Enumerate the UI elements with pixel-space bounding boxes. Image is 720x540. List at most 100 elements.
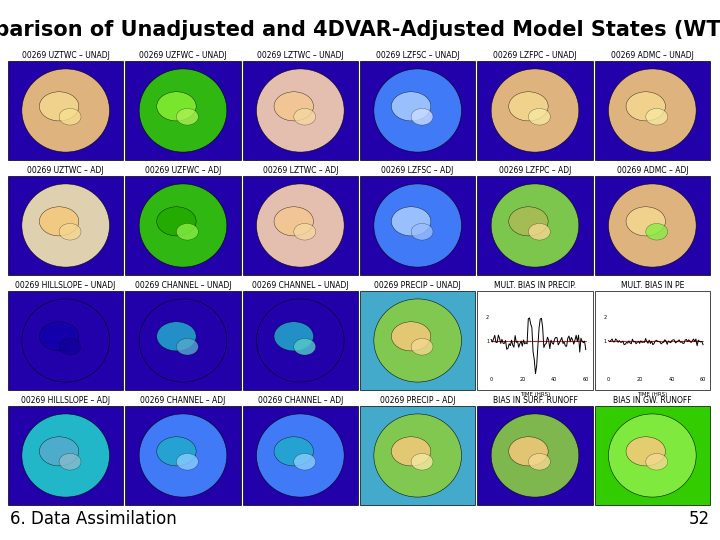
Ellipse shape (411, 454, 433, 470)
Text: 20: 20 (637, 377, 643, 382)
Text: 0: 0 (490, 377, 492, 382)
Ellipse shape (139, 414, 227, 497)
Ellipse shape (40, 322, 78, 351)
Ellipse shape (491, 414, 579, 497)
Text: 00269 LZTWC – UNADJ: 00269 LZTWC – UNADJ (257, 51, 343, 60)
Ellipse shape (392, 207, 431, 236)
Ellipse shape (374, 184, 462, 267)
Ellipse shape (294, 339, 315, 355)
Bar (477, 61, 593, 160)
Text: 00269 LZFPC – UNADJ: 00269 LZFPC – UNADJ (493, 51, 577, 60)
Ellipse shape (646, 109, 667, 125)
Ellipse shape (139, 69, 227, 152)
Ellipse shape (626, 437, 665, 466)
Ellipse shape (528, 454, 550, 470)
Text: TIME (HRS): TIME (HRS) (637, 392, 667, 397)
Ellipse shape (59, 454, 81, 470)
Bar (595, 61, 710, 160)
Text: BIAS IN SURF. RUNOFF: BIAS IN SURF. RUNOFF (492, 396, 577, 405)
Ellipse shape (392, 322, 431, 351)
Bar (243, 406, 358, 505)
Ellipse shape (509, 92, 548, 121)
Text: 00269 UZTWC – UNADJ: 00269 UZTWC – UNADJ (22, 51, 109, 60)
Bar (360, 176, 475, 275)
Ellipse shape (392, 437, 431, 466)
Bar (360, 406, 475, 505)
Ellipse shape (491, 69, 579, 152)
Text: TIME (HRS): TIME (HRS) (520, 392, 550, 397)
Text: 00269 PRECIP – UNADJ: 00269 PRECIP – UNADJ (374, 281, 461, 290)
Ellipse shape (22, 184, 109, 267)
Ellipse shape (294, 224, 315, 240)
Text: 00269 HILLSLOPE – ADJ: 00269 HILLSLOPE – ADJ (21, 396, 110, 405)
Bar (595, 291, 710, 390)
Bar (243, 176, 358, 275)
Ellipse shape (256, 299, 344, 382)
Ellipse shape (608, 414, 696, 497)
Text: 2: 2 (486, 315, 489, 320)
Bar (8, 406, 123, 505)
Bar (125, 291, 240, 390)
Ellipse shape (157, 207, 196, 236)
Bar (8, 176, 123, 275)
Ellipse shape (411, 224, 433, 240)
Text: 00269 LZFPC – ADJ: 00269 LZFPC – ADJ (499, 166, 571, 175)
Bar (125, 176, 240, 275)
Text: MULT. BIAS IN PE: MULT. BIAS IN PE (621, 281, 684, 290)
Ellipse shape (176, 109, 198, 125)
Ellipse shape (22, 69, 109, 152)
Text: 00269 CHANNEL – UNADJ: 00269 CHANNEL – UNADJ (252, 281, 348, 290)
Ellipse shape (646, 454, 667, 470)
Text: 00269 CHANNEL – ADJ: 00269 CHANNEL – ADJ (140, 396, 225, 405)
Text: 6. Data Assimilation: 6. Data Assimilation (10, 510, 176, 528)
Bar (360, 291, 475, 390)
Ellipse shape (274, 437, 313, 466)
Ellipse shape (274, 207, 313, 236)
Ellipse shape (59, 109, 81, 125)
Ellipse shape (392, 92, 431, 121)
Ellipse shape (528, 224, 550, 240)
Ellipse shape (40, 207, 78, 236)
Ellipse shape (139, 184, 227, 267)
Bar (8, 61, 123, 160)
Ellipse shape (274, 322, 313, 351)
Ellipse shape (294, 454, 315, 470)
Ellipse shape (256, 69, 344, 152)
Text: 00269 ADMC – UNADJ: 00269 ADMC – UNADJ (611, 51, 694, 60)
Ellipse shape (491, 184, 579, 267)
Text: 60: 60 (700, 377, 706, 382)
Ellipse shape (509, 437, 548, 466)
Ellipse shape (256, 414, 344, 497)
Ellipse shape (528, 109, 550, 125)
Bar (125, 406, 240, 505)
Ellipse shape (294, 109, 315, 125)
Ellipse shape (22, 414, 109, 497)
Ellipse shape (59, 224, 81, 240)
Text: 1: 1 (603, 339, 606, 344)
Ellipse shape (646, 224, 667, 240)
Text: 1: 1 (486, 339, 489, 344)
Ellipse shape (411, 339, 433, 355)
Text: 00269 LZFSC – UNADJ: 00269 LZFSC – UNADJ (376, 51, 459, 60)
Ellipse shape (176, 224, 198, 240)
Text: 00269 PRECIP – ADJ: 00269 PRECIP – ADJ (380, 396, 456, 405)
Ellipse shape (256, 184, 344, 267)
Ellipse shape (608, 69, 696, 152)
Ellipse shape (59, 339, 81, 355)
Ellipse shape (176, 454, 198, 470)
Bar (243, 291, 358, 390)
Text: MULT. BIAS IN PRECIP.: MULT. BIAS IN PRECIP. (494, 281, 576, 290)
Bar (360, 61, 475, 160)
Ellipse shape (157, 322, 196, 351)
Ellipse shape (374, 299, 462, 382)
Ellipse shape (157, 437, 196, 466)
Ellipse shape (626, 207, 665, 236)
Ellipse shape (22, 299, 109, 382)
Ellipse shape (608, 184, 696, 267)
Ellipse shape (139, 299, 227, 382)
Bar (125, 61, 240, 160)
Ellipse shape (157, 92, 196, 121)
Text: 52: 52 (689, 510, 710, 528)
Text: 00269 ADMC – ADJ: 00269 ADMC – ADJ (616, 166, 688, 175)
Text: 00269 HILLSLOPE – UNADJ: 00269 HILLSLOPE – UNADJ (15, 281, 116, 290)
